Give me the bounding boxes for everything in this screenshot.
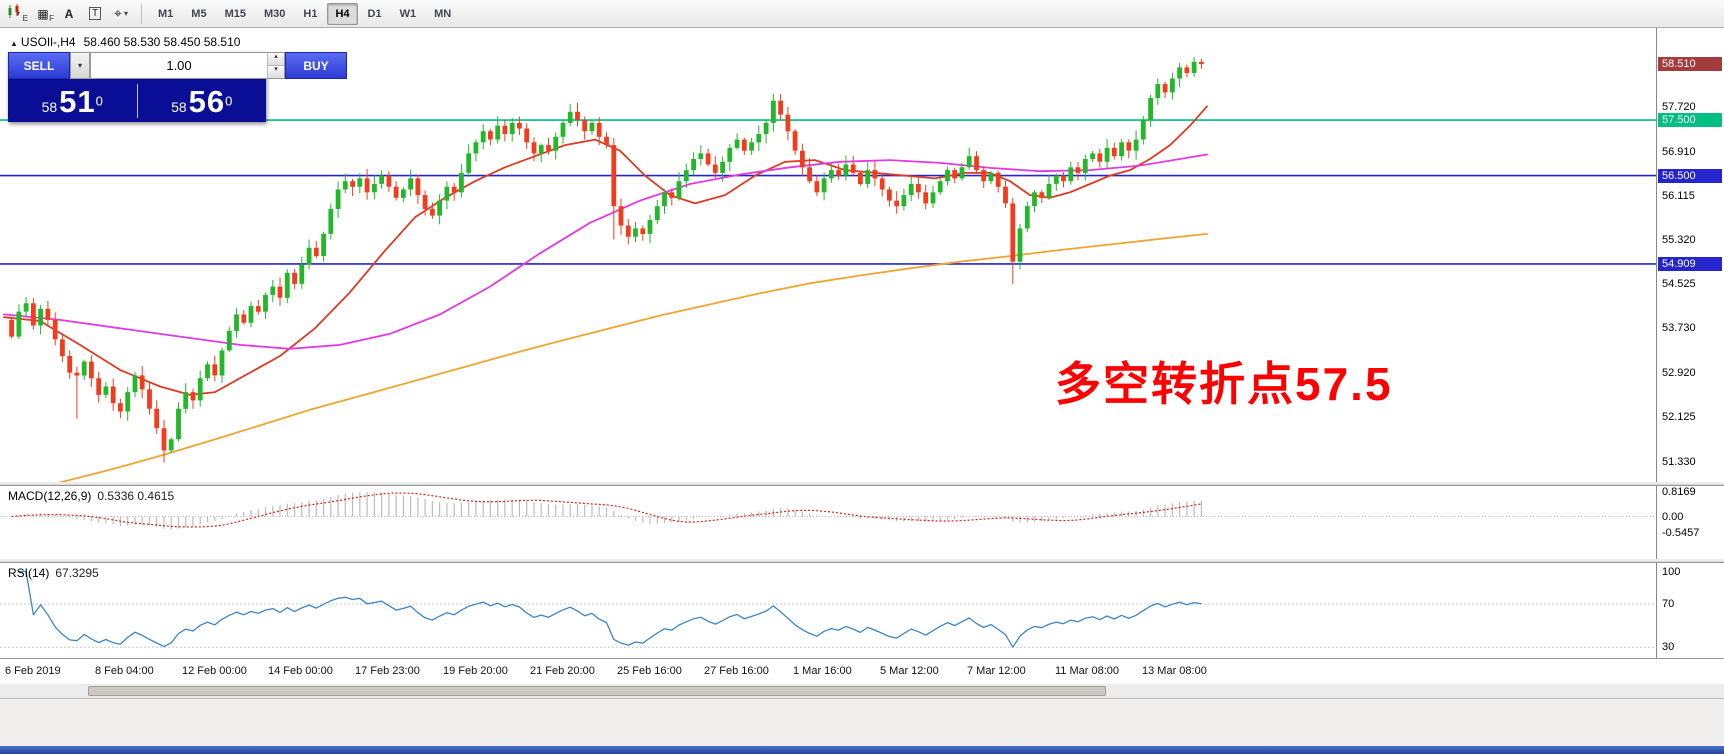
chevron-down-icon: ▾ [77,61,82,70]
sell-button[interactable]: SELL [8,52,70,79]
rsi-pane[interactable]: RSI(14) 67.3295 [0,563,1656,658]
buy-button[interactable]: BUY [285,52,347,79]
time-axis-label: 14 Feb 00:00 [268,665,333,677]
price-scale-label: 55.320 [1662,234,1696,247]
time-axis-label: 21 Feb 20:00 [530,665,595,677]
sell-price-display[interactable]: 58510 [8,84,137,117]
buy-price-int: 58 [171,99,187,115]
toolbar-separator [141,3,142,24]
price-level-badge: 57.500 [1658,113,1722,128]
scrollbar-thumb[interactable] [88,686,1106,696]
time-axis-label: 12 Feb 00:00 [182,665,247,677]
time-axis-label: 5 Mar 12:00 [880,665,939,677]
candlestick-chart[interactable] [0,28,1656,482]
text-label-icon[interactable]: A [64,6,74,21]
rsi-scale-label: 70 [1662,598,1675,611]
price-divider [136,83,138,118]
time-axis-label: 11 Mar 08:00 [1055,665,1120,677]
volume-increase-button[interactable]: ▴ [268,53,284,66]
timeframe-button-h1[interactable]: H1 [303,7,318,20]
rsi-scale-label: 30 [1662,641,1675,654]
price-scale-label: 51.330 [1662,455,1696,468]
macd-chart [0,491,1656,530]
time-axis-label: 13 Mar 08:00 [1142,665,1207,677]
text-box-icon[interactable]: T [83,3,107,25]
crosshair-icon[interactable]: ⌖ ▾ [114,5,128,21]
time-axis-label: 27 Feb 16:00 [704,665,769,677]
price-scale-label: 53.730 [1662,322,1696,335]
time-axis-label: 1 Mar 16:00 [793,665,852,677]
symbol-marker-icon: ▲ [10,39,18,48]
bottom-area [0,684,1724,754]
timeframe-button-m5[interactable]: M5 [191,7,207,20]
price-scale-label: 54.525 [1662,278,1696,291]
pane-splitter[interactable] [0,559,1724,563]
macd-scale-label: -0.5457 [1662,526,1700,539]
price-scale-label: 56.910 [1662,145,1696,158]
price-scale-label: 52.920 [1662,367,1696,380]
timeframe-group: M1 M5 M15 M30 H1 H4 D1 W1 MN [149,2,460,25]
price-scale-label: 52.125 [1662,411,1696,424]
timeframe-button-d1[interactable]: D1 [367,7,382,20]
price-level-badge: 56.500 [1658,168,1722,183]
volume-input[interactable] [91,53,267,78]
timeframe-button-m30[interactable]: M30 [263,7,286,20]
sell-price-int: 58 [41,99,58,115]
buy-price-pipette: 0 [225,93,233,109]
macd-scale-label: 0.00 [1662,510,1684,523]
taskbar-edge [0,746,1724,754]
rsi-chart [0,570,1656,648]
macd-label: MACD(12,26,9) 0.5336 0.4615 [8,489,175,503]
price-level-badge: 58.510 [1658,57,1722,72]
chart-candles-icon[interactable]: E ▾ [5,3,29,25]
sell-price-pipette: 0 [95,93,103,109]
buy-price-display[interactable]: 58560 [138,84,267,117]
buy-price-pips: 56 [188,84,226,119]
time-axis-label: 8 Feb 04:00 [95,665,154,677]
timeframe-button-w1[interactable]: W1 [399,7,417,20]
price-level-badge: 54.909 [1658,256,1722,271]
chevron-down-icon: ▾ [15,9,20,18]
timeframe-button-mn[interactable]: MN [434,7,452,20]
price-scale[interactable]: 57.720 56.910 56.115 55.320 54.525 53.730 52.9… [1656,28,1724,658]
toolbar-icon-group: E ▾ ▦ F A T ⌖ ▾ [4,3,134,25]
timeframe-button-h4[interactable]: H4 [327,2,358,25]
symbol-name: USOIl-,H4 [20,35,76,49]
chevron-down-icon: ▾ [123,9,128,18]
macd-scale-label: 0.8169 [1662,485,1696,498]
pane-splitter[interactable] [0,482,1724,486]
time-axis-label: 6 Feb 2019 [5,665,61,677]
time-axis-label: 7 Mar 12:00 [967,665,1026,677]
volume-decrease-button[interactable]: ▾ [268,66,284,78]
rsi-label: RSI(14) 67.3295 [8,566,99,580]
time-axis-label: 17 Feb 23:00 [355,665,420,677]
timeframe-button-m15[interactable]: M15 [224,7,246,20]
ohlc-values: 58.460 58.530 58.450 58.510 [83,35,241,49]
chart-symbol-info: ▲ USOIl-,H4 58.460 58.530 58.450 58.510 [10,35,240,49]
time-axis-label: 19 Feb 20:00 [443,665,508,677]
timeframe-button-m1[interactable]: M1 [158,7,174,20]
toolbar: E ▾ ▦ F A T ⌖ ▾ M1 M5 M15 M30 H1 H4 D1 W1 MN [0,0,1724,28]
rsi-scale-label: 100 [1662,565,1681,578]
price-scale-label: 57.720 [1662,100,1696,113]
one-click-trading-panel: SELL ▾ ▴ ▾ BUY 58510 58560 [8,52,347,122]
price-chart-pane[interactable]: ▲ USOIl-,H4 58.460 58.530 58.450 58.510 SE… [0,28,1656,482]
chart-text-annotation: 多空转折点57.5 [1055,358,1393,410]
macd-pane[interactable]: MACD(12,26,9) 0.5336 0.4615 [0,486,1656,559]
volume-dropdown-button[interactable]: ▾ [70,52,90,79]
price-scale-label: 56.115 [1662,190,1695,202]
grid-icon[interactable]: ▦ F [37,6,54,23]
time-axis-label: 25 Feb 16:00 [617,665,682,677]
sell-price-pips: 51 [59,84,96,119]
horizontal-scrollbar[interactable] [0,684,1724,699]
time-axis: 6 Feb 2019 8 Feb 04:00 12 Feb 00:00 14 Feb … [0,658,1724,684]
